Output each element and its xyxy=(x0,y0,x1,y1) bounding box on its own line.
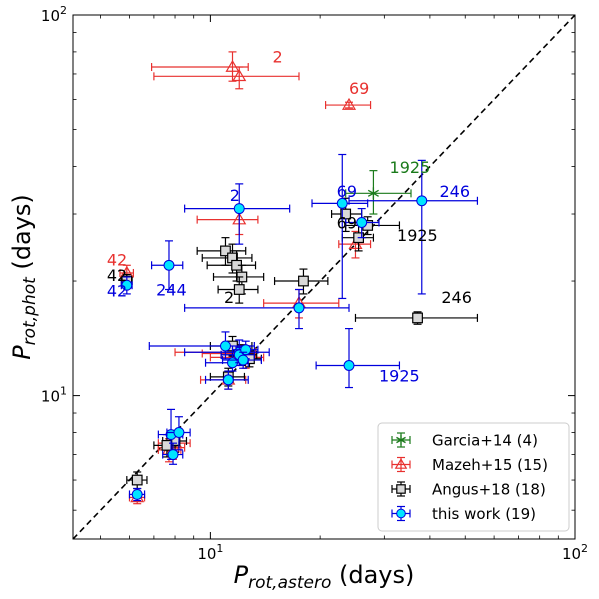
data-point xyxy=(126,471,148,490)
data-point xyxy=(217,276,259,304)
point-annotation: 69 xyxy=(349,79,369,98)
legend-label: Angus+18 (18) xyxy=(432,481,546,499)
marker-circle xyxy=(222,374,234,386)
x-tick-label: 102 xyxy=(562,542,588,563)
point-annotation: 246 xyxy=(440,182,471,201)
reference-line-layer xyxy=(72,14,576,540)
data-point xyxy=(338,230,372,259)
data-point xyxy=(345,207,380,239)
legend-box xyxy=(377,422,570,532)
legend-marker xyxy=(394,458,408,469)
data-point xyxy=(162,442,184,465)
x-tick-label: 101 xyxy=(197,542,223,563)
marker-circle xyxy=(220,340,231,352)
plot-frame xyxy=(72,14,576,540)
marker-triangle xyxy=(225,59,240,72)
star-stroke xyxy=(396,436,406,444)
data-point xyxy=(184,288,350,330)
legend-entry: Garcia+14 (4) xyxy=(391,432,538,450)
marker-circle xyxy=(131,488,143,500)
point-annotation: 42 xyxy=(107,250,127,269)
y-axis-label: Prot,phot (days) xyxy=(8,194,40,360)
marker-circle xyxy=(233,203,245,215)
point-annotation: 2 xyxy=(224,288,234,307)
point-annotation: 69 xyxy=(337,213,357,232)
legend-label: this work (19) xyxy=(432,505,536,523)
data-point xyxy=(354,311,479,325)
data-point xyxy=(120,276,133,295)
data-point xyxy=(166,416,191,451)
data-point xyxy=(273,268,329,295)
marker-circle xyxy=(163,259,175,271)
series-layer xyxy=(119,51,479,505)
point-annotation: 2 xyxy=(230,186,240,205)
marker-triangle xyxy=(232,69,247,82)
point-annotation: 69 xyxy=(337,182,357,201)
data-point xyxy=(324,97,372,110)
data-point xyxy=(348,159,479,295)
marker-circle xyxy=(416,195,428,207)
y-tick-label: 101 xyxy=(41,385,67,406)
marker-triangle xyxy=(341,97,357,110)
data-point xyxy=(311,153,369,300)
marker-circle xyxy=(167,449,179,461)
point-annotation: 1925 xyxy=(390,158,431,177)
marker-square xyxy=(298,275,309,287)
data-point xyxy=(345,170,412,215)
legend-entry: this work (19) xyxy=(391,505,536,523)
data-point xyxy=(204,370,249,390)
data-point xyxy=(196,207,259,236)
point-annotation: 246 xyxy=(441,288,472,307)
marker-circle xyxy=(356,217,368,228)
x-axis-label: Prot,astero (days) xyxy=(234,561,415,593)
marker-circle xyxy=(173,427,185,438)
point-annotation: 244 xyxy=(156,281,187,300)
legend-marker xyxy=(396,484,406,494)
data-point xyxy=(184,183,291,245)
point-annotation: 2 xyxy=(272,48,282,67)
data-point xyxy=(151,240,184,291)
legend: Garcia+14 (4) Mazeh+15 (15) Angus+18 (18) t… xyxy=(377,422,570,532)
marker-star xyxy=(367,187,379,200)
data-point xyxy=(315,327,401,389)
legend-label: Garcia+14 (4) xyxy=(432,432,538,450)
marker-square xyxy=(131,474,143,486)
data-point xyxy=(221,351,262,369)
legend-marker xyxy=(396,508,406,519)
data-point xyxy=(128,487,146,502)
point-annotation: 1925 xyxy=(379,366,420,385)
marker-circle xyxy=(343,360,355,371)
legend-entry: Mazeh+15 (15) xyxy=(391,456,548,474)
marker-circle xyxy=(336,197,348,209)
marker-square xyxy=(220,245,231,257)
legend-marker xyxy=(396,434,406,446)
one-to-one-line xyxy=(72,14,576,540)
series-3 xyxy=(120,153,479,502)
marker-circle xyxy=(237,354,249,366)
marker-circle xyxy=(293,302,305,314)
star-stroke xyxy=(367,189,379,197)
marker-square xyxy=(412,312,423,324)
marker-circle xyxy=(121,279,133,291)
point-annotation: 1925 xyxy=(397,226,438,245)
legend-entry: Angus+18 (18) xyxy=(391,481,546,499)
y-tick-label: 102 xyxy=(41,4,67,25)
legend-label: Mazeh+15 (15) xyxy=(432,456,548,474)
marker-square xyxy=(233,284,245,295)
marker-square xyxy=(161,439,173,451)
axes-layer: 101 102 101 102 xyxy=(41,4,588,563)
point-annotation: 42 xyxy=(107,282,127,301)
marker-circle xyxy=(240,344,252,356)
data-point xyxy=(153,66,300,90)
series-0 xyxy=(345,170,412,215)
point-annotation: 42 xyxy=(107,266,127,285)
